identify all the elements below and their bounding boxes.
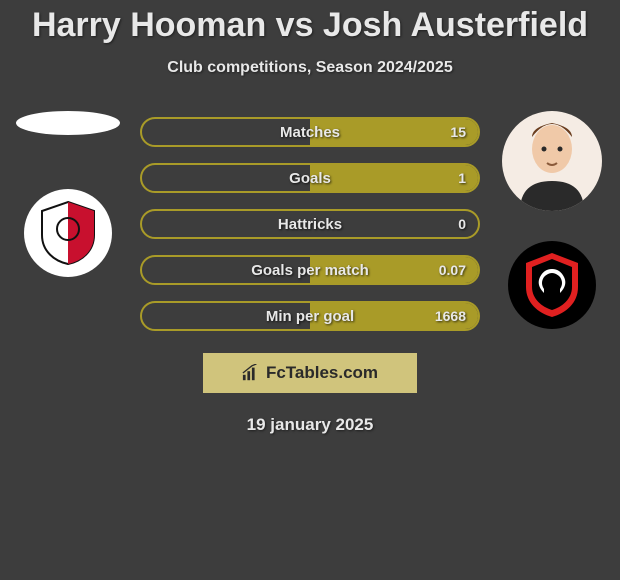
stat-right-value: 15 — [450, 124, 466, 140]
stat-row: Goals 1 — [140, 163, 480, 193]
stat-label: Matches — [280, 124, 340, 141]
chart-icon — [242, 364, 260, 382]
stat-label: Min per goal — [266, 308, 354, 325]
subtitle: Club competitions, Season 2024/2025 — [0, 59, 620, 77]
stat-row: Min per goal 1668 — [140, 301, 480, 331]
stat-row: Goals per match 0.07 — [140, 255, 480, 285]
left-player-avatar — [16, 111, 120, 135]
stat-row: Matches 15 — [140, 117, 480, 147]
stat-bars: Matches 15 Goals 1 Hattricks 0 Goals per match… — [140, 111, 480, 331]
stat-label: Goals per match — [251, 262, 369, 279]
stat-right-value: 0.07 — [439, 262, 466, 278]
stat-right-fill — [310, 165, 478, 191]
stat-row: Hattricks 0 — [140, 209, 480, 239]
stat-label: Hattricks — [278, 216, 342, 233]
stat-right-value: 0 — [458, 216, 466, 232]
left-player-column — [8, 111, 128, 277]
salford-badge-icon — [516, 249, 588, 321]
cheltenham-badge-icon — [34, 199, 102, 267]
stat-right-value: 1668 — [435, 308, 466, 324]
right-player-column — [492, 111, 612, 329]
snapshot-date: 19 january 2025 — [0, 415, 620, 435]
stat-right-value: 1 — [458, 170, 466, 186]
comparison-content: Matches 15 Goals 1 Hattricks 0 Goals per match… — [0, 111, 620, 435]
right-player-avatar — [502, 111, 602, 211]
stat-label: Goals — [289, 170, 331, 187]
player-avatar-icon — [502, 111, 602, 211]
watermark-text: FcTables.com — [266, 363, 378, 383]
left-club-badge — [24, 189, 112, 277]
page-title: Harry Hooman vs Josh Austerfield — [0, 0, 620, 45]
right-club-badge — [508, 241, 596, 329]
watermark: FcTables.com — [203, 353, 417, 393]
